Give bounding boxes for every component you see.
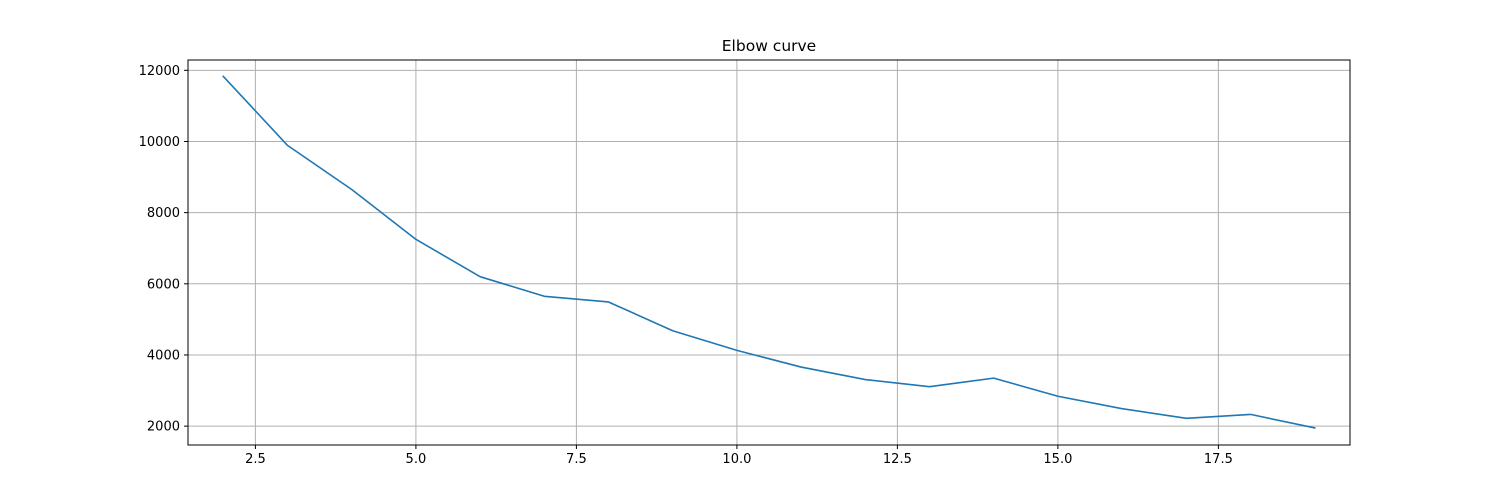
series-layer: [222, 75, 1316, 429]
x-axis: 2.5 5.0 7.5 10.0 12.5 15.0 17.5: [245, 445, 1233, 467]
x-tick-label: 15.0: [1043, 452, 1072, 467]
y-gridlines: [188, 69, 1350, 427]
chart-title: Elbow curve: [722, 37, 816, 55]
y-tick-label: 10000: [139, 135, 180, 150]
y-tick-label: 6000: [147, 277, 180, 292]
x-tick-label: 7.5: [566, 452, 587, 467]
y-tick-label: 12000: [139, 64, 180, 79]
y-tick-label: 2000: [147, 420, 180, 435]
x-tick-label: 17.5: [1204, 452, 1233, 467]
x-tick-label: 10.0: [722, 452, 751, 467]
series-line: [222, 75, 1316, 429]
x-tick-label: 2.5: [245, 452, 266, 467]
plot-frame: [187, 59, 1351, 446]
y-tick-label: 4000: [147, 348, 180, 363]
x-tick-label: 12.5: [883, 452, 912, 467]
x-gridlines: [254, 60, 1219, 445]
x-tick-label: 5.0: [406, 452, 427, 467]
y-tick-label: 8000: [147, 206, 180, 221]
y-axis: 2000 4000 6000 8000 10000 12000: [139, 64, 188, 435]
